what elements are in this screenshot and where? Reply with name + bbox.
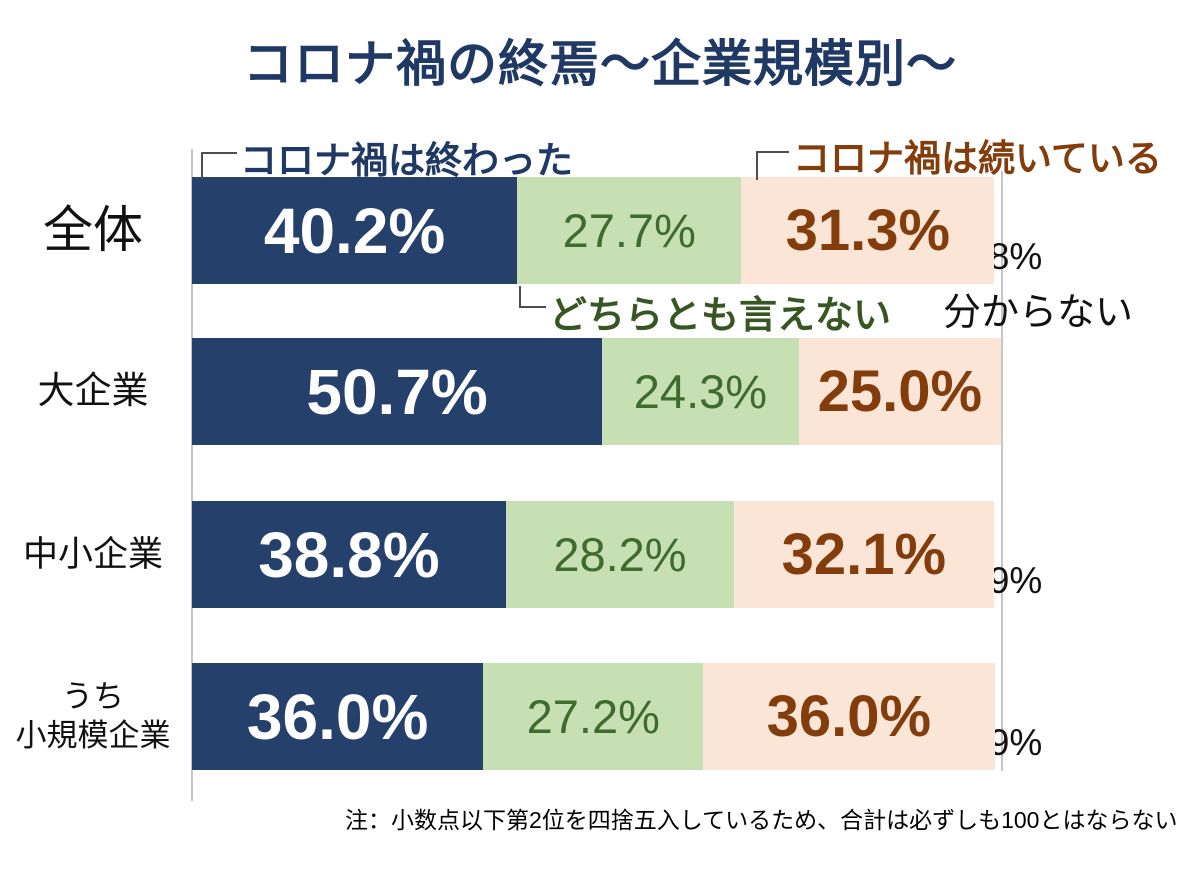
bar-track: 50.7% 24.3% 25.0% [192,338,1001,445]
bar-track: 38.8% 28.2% 32.1% [192,501,994,608]
gridline-100pct [1001,171,1003,771]
segment-ended: 38.8% [192,501,506,608]
category-label: 中小企業 [22,534,163,574]
value-label: 31.3% [785,198,951,263]
value-label: 36.0% [246,680,429,753]
segment-ended: 36.0% [192,663,484,770]
value-label: 50.7% [306,355,488,428]
legend-label-neutral: どちらとも言えない [549,295,892,337]
segment-neutral: 27.2% [483,663,704,770]
value-label: 28.2% [553,528,687,581]
callout-bracket-ended [201,152,237,179]
segment-continuing: 32.1% [734,501,994,608]
legend-label-continuing: コロナ禍は続いている [793,138,1162,179]
value-label: 24.3% [633,365,768,418]
segment-ended: 50.7% [192,338,603,445]
value-label: 38.8% [258,518,440,591]
bar-row-0: 全体 0.8% 40.2% 27.7% 31.3% [0,177,1200,284]
segment-neutral: 27.7% [517,177,742,284]
chart-title: コロナ禍の終焉～企業規模別～ [243,36,957,92]
category-label: うち 小規模企業 [15,678,171,753]
segment-neutral: 28.2% [505,501,735,608]
bar-row-3: うち 小規模企業 0.9% 36.0% 27.2% 36.0% [0,663,1200,770]
y-axis-line [191,149,193,801]
segment-continuing: 36.0% [703,663,995,770]
category-label: 全体 [43,202,143,259]
segment-continuing: 31.3% [741,177,995,284]
value-label: 27.7% [562,204,696,257]
value-label: 25.0% [817,359,983,424]
value-label: 40.2% [263,194,446,267]
bar-row-1: 大企業 50.7% 24.3% 25.0% [0,338,1200,445]
footnote: 注：小数点以下第2位を四捨五入しているため、合計は必ずしも100とはならない [345,807,1178,833]
category-label: 大企業 [37,370,149,412]
legend-label-unknown: 分からない [943,292,1134,334]
segment-neutral: 24.3% [602,338,799,445]
bar-track: 40.2% 27.7% 31.3% [192,177,995,284]
segment-continuing: 25.0% [798,338,1001,445]
value-label: 27.2% [526,690,660,743]
legend-label-ended: コロナ禍は終わった [240,140,573,181]
bar-track: 36.0% 27.2% 36.0% [192,663,995,770]
value-label: 36.0% [766,684,932,749]
value-label: 32.1% [781,522,947,587]
callout-bracket-neutral [519,286,546,308]
bar-row-2: 中小企業 0.9% 38.8% 28.2% 32.1% [0,501,1200,608]
segment-ended: 40.2% [192,177,518,284]
callout-bracket-continuing [756,151,789,180]
